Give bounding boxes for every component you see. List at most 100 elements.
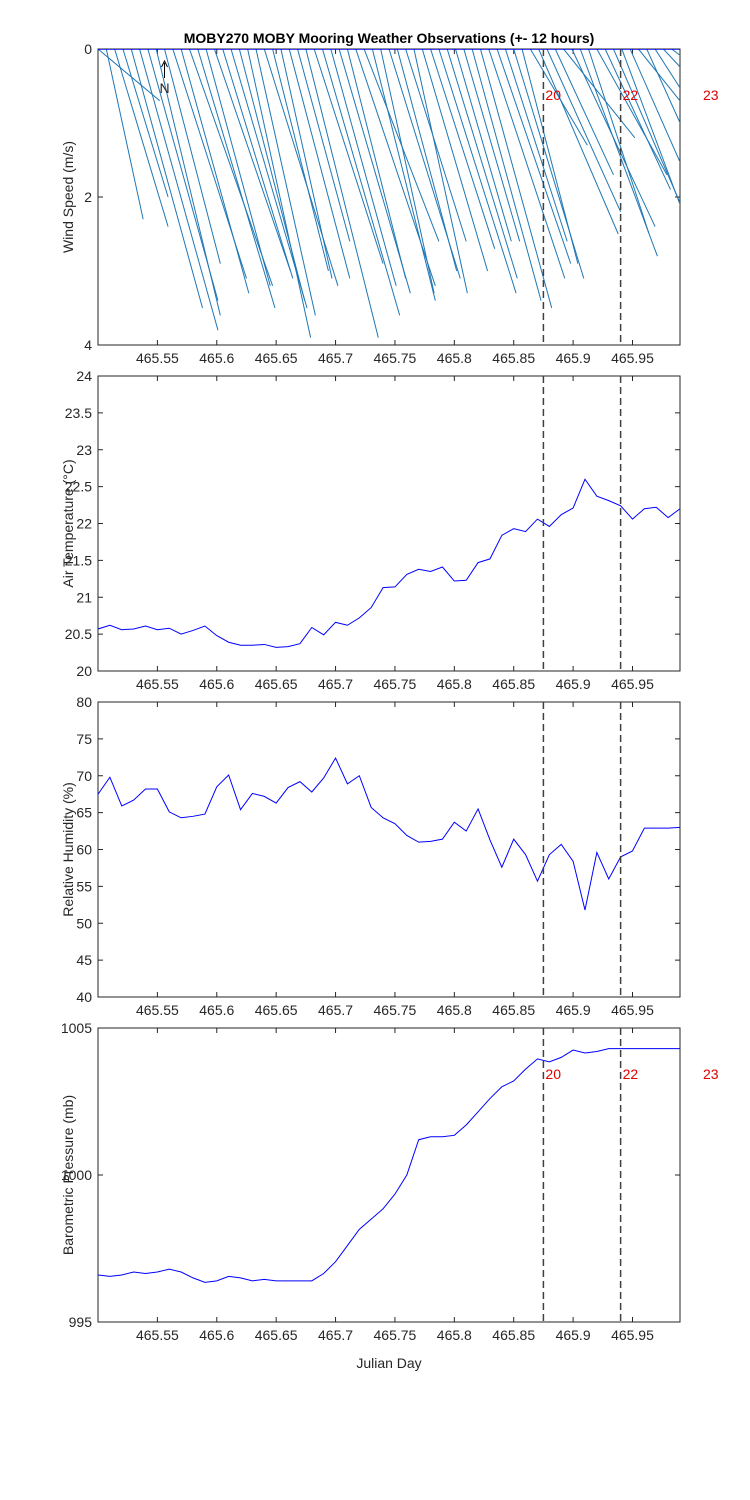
barometric-pressure-y-tick-label: 1000 <box>61 1167 92 1183</box>
wind-stick <box>164 49 221 264</box>
event-marker-label: 22 <box>623 1066 639 1082</box>
wind-stick <box>629 49 680 164</box>
relative-humidity-x-tick-label: 465.55 <box>136 1002 179 1018</box>
relative-humidity-y-tick-label: 40 <box>76 989 92 1005</box>
relative-humidity-x-tick-label: 465.75 <box>374 1002 417 1018</box>
wind-stick <box>280 49 333 279</box>
barometric-pressure-y-tick-label: 1005 <box>61 1020 92 1036</box>
wind-stick <box>263 49 339 286</box>
air-temperature-x-tick-label: 465.65 <box>255 676 298 692</box>
wind-stick <box>322 49 401 316</box>
relative-humidity-x-tick-label: 465.85 <box>492 1002 535 1018</box>
wind-speed-x-tick-label: 465.7 <box>318 350 353 366</box>
event-marker-label: 20 <box>545 87 561 103</box>
air-temperature-y-tick-label: 21.5 <box>65 552 92 568</box>
wind-stick <box>430 49 496 249</box>
relative-humidity-y-tick-label: 80 <box>76 694 92 710</box>
wind-speed-y-tick-label: 4 <box>84 337 92 353</box>
relative-humidity-x-tick-label: 465.65 <box>255 1002 298 1018</box>
relative-humidity-y-tick-label: 50 <box>76 915 92 931</box>
air-temperature-x-tick-label: 465.7 <box>318 676 353 692</box>
relative-humidity-axes-box <box>97 701 681 998</box>
wind-stick <box>197 49 276 309</box>
air-temperature-axes-box <box>97 375 681 672</box>
air-temperature-x-tick-label: 465.55 <box>136 676 179 692</box>
wind-stick <box>421 49 489 272</box>
air-temperature-y-tick-label: 21 <box>76 589 92 605</box>
wind-stick <box>538 49 619 235</box>
wind-stick <box>554 49 614 176</box>
relative-humidity-y-tick-label: 75 <box>76 731 92 747</box>
wind-stick <box>222 49 294 279</box>
north-arrow-head-icon <box>161 59 168 68</box>
barometric-pressure-y-tick-label: 995 <box>69 1314 93 1330</box>
panels: 465.55 465.6 465.65 465.7 465.75 465.8 465.85 4… <box>60 41 719 1343</box>
wind-stick <box>305 49 379 338</box>
barometric-pressure-y-axis-label: Barometric Pressure (mb) <box>60 1095 76 1255</box>
barometric-pressure-series-line <box>98 1048 680 1283</box>
wind-stick <box>272 49 329 272</box>
barometric-pressure-x-tick-label: 465.65 <box>255 1327 298 1343</box>
air-temperature-panel: 465.55 465.6 465.65 465.7 465.75 465.8 465.85 4… <box>60 368 681 692</box>
wind-stick <box>180 49 250 294</box>
air-temperature-x-tick-label: 465.9 <box>556 676 591 692</box>
event-marker-label: 23 <box>703 1066 719 1082</box>
wind-stick <box>114 49 169 227</box>
relative-humidity-y-tick-label: 60 <box>76 842 92 858</box>
wind-stick <box>338 49 411 294</box>
barometric-pressure-panel: 465.55 465.6 465.65 465.7 465.75 465.8 465.85 4… <box>60 1020 719 1343</box>
wind-speed-x-tick-label: 465.9 <box>556 350 591 366</box>
wind-stick <box>455 49 512 242</box>
wind-stick <box>130 49 204 309</box>
relative-humidity-plot-area <box>98 756 680 911</box>
wind-speed-x-tick-label: 465.8 <box>437 350 472 366</box>
air-temperature-plot-area <box>98 478 680 648</box>
air-temperature-x-tick-label: 465.95 <box>611 676 654 692</box>
wind-stick <box>313 49 384 264</box>
wind-speed-x-tick-label: 465.55 <box>136 350 179 366</box>
wind-stick <box>563 49 636 139</box>
wind-stick <box>380 49 435 294</box>
wind-stick <box>396 49 458 272</box>
air-temperature-y-tick-label: 20.5 <box>65 626 92 642</box>
air-temperature-y-tick-label: 20 <box>76 663 92 679</box>
wind-speed-panel: 465.55 465.6 465.65 465.7 465.75 465.8 465.85 4… <box>60 41 719 366</box>
air-temperature-y-tick-label: 23.5 <box>65 405 92 421</box>
wind-stick <box>213 49 291 272</box>
barometric-pressure-x-tick-label: 465.7 <box>318 1327 353 1343</box>
relative-humidity-panel: 465.55 465.6 465.65 465.7 465.75 465.8 465.85 4… <box>60 694 681 1018</box>
wind-stick <box>255 49 316 316</box>
wind-stick <box>330 49 397 286</box>
barometric-pressure-x-tick-label: 465.9 <box>556 1327 591 1343</box>
air-temperature-x-tick-label: 465.85 <box>492 676 535 692</box>
wind-stick <box>663 49 680 68</box>
wind-stick <box>105 49 144 220</box>
relative-humidity-y-tick-label: 70 <box>76 768 92 784</box>
barometric-pressure-x-tick-label: 465.55 <box>136 1327 179 1343</box>
wind-stick <box>488 49 566 279</box>
barometric-pressure-x-tick-label: 465.6 <box>199 1327 234 1343</box>
wind-speed-x-tick-label: 465.65 <box>255 350 298 366</box>
wind-stick <box>521 49 579 264</box>
air-temperature-y-tick-label: 24 <box>76 368 92 384</box>
air-temperature-series-line <box>98 478 680 648</box>
wind-stick <box>504 49 568 242</box>
wind-stick <box>438 49 517 294</box>
wind-stick <box>546 49 622 213</box>
wind-stick <box>496 49 572 264</box>
barometric-pressure-x-tick-label: 465.95 <box>611 1327 654 1343</box>
wind-stick <box>405 49 467 242</box>
wind-stick <box>654 49 680 89</box>
wind-stick <box>288 49 351 279</box>
barometric-pressure-x-tick-label: 465.8 <box>437 1327 472 1343</box>
wind-stick <box>463 49 521 242</box>
air-temperature-x-tick-label: 465.6 <box>199 676 234 692</box>
relative-humidity-y-tick-label: 55 <box>76 878 92 894</box>
relative-humidity-x-tick-label: 465.95 <box>611 1002 654 1018</box>
wind-stick <box>596 49 668 176</box>
wind-stick <box>346 49 407 279</box>
relative-humidity-x-tick-label: 465.9 <box>556 1002 591 1018</box>
relative-humidity-y-tick-label: 65 <box>76 805 92 821</box>
event-marker-label: 22 <box>623 87 639 103</box>
